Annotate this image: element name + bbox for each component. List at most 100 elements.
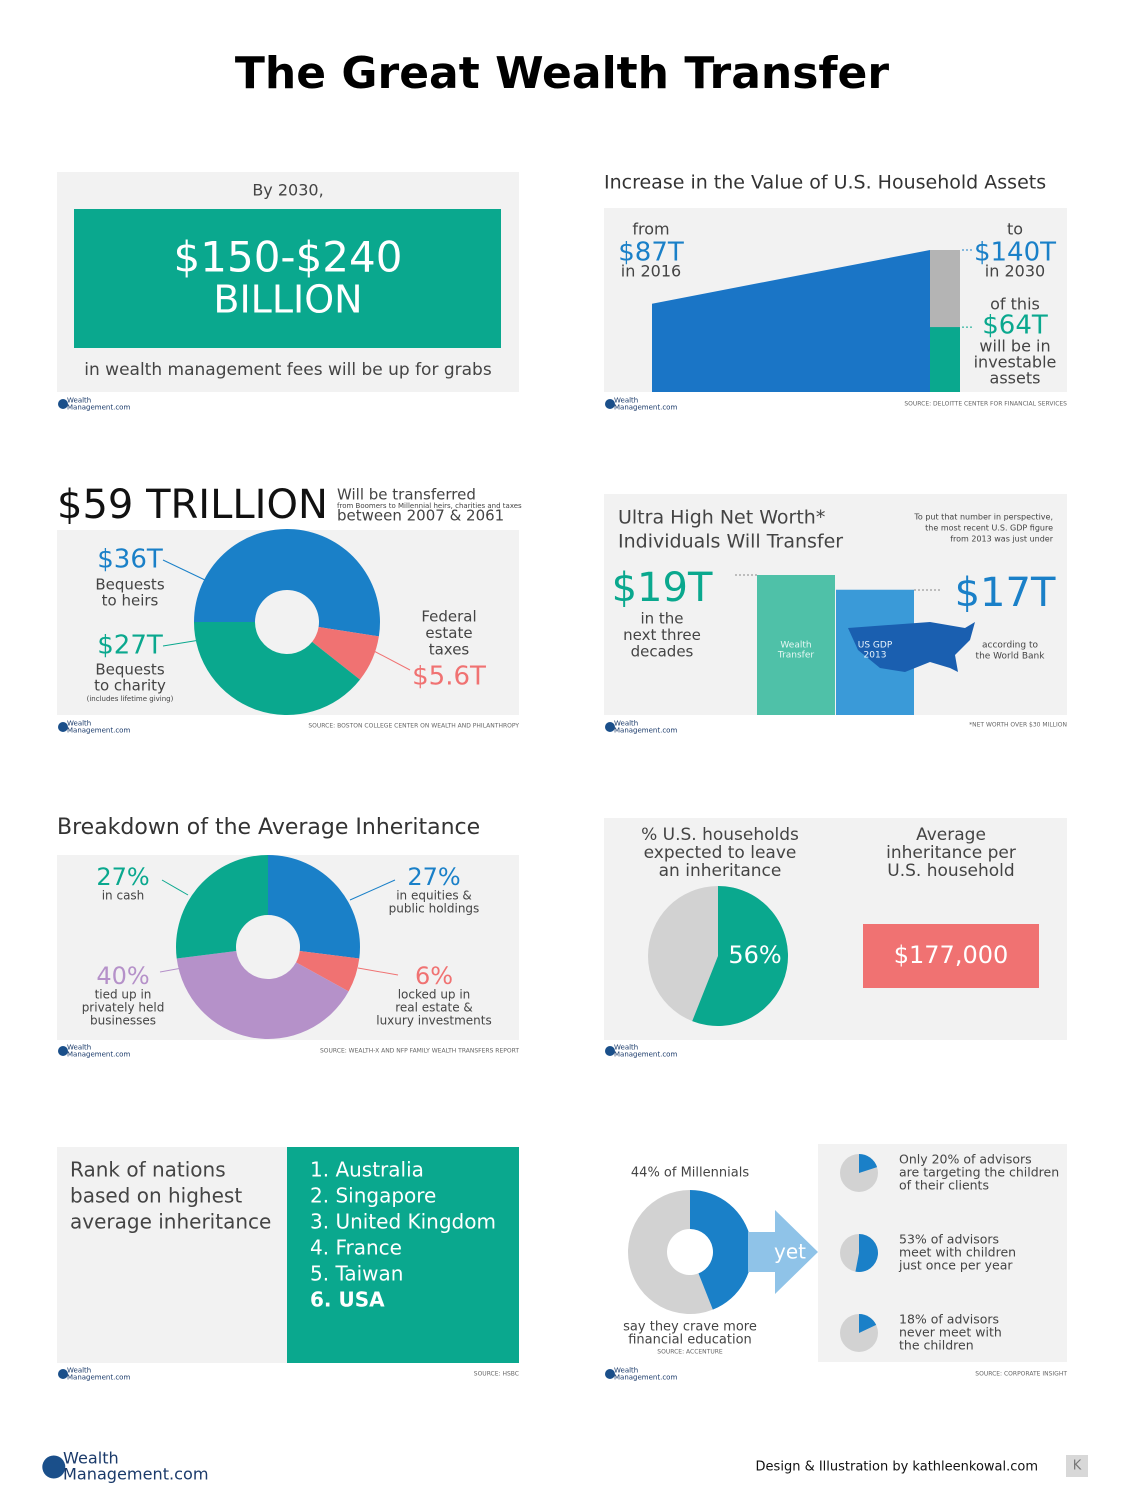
label: Transfer <box>777 651 814 661</box>
bar <box>757 575 835 715</box>
brand-icon <box>605 1046 615 1056</box>
label: SOURCE: HSBC <box>474 1371 519 1378</box>
label: 27% <box>407 863 460 891</box>
value-box <box>863 924 1039 988</box>
label: real estate & <box>395 1001 473 1015</box>
brand-text: Wealth <box>614 1044 638 1052</box>
label: never meet with <box>899 1325 1002 1340</box>
brand-text: Wealth <box>614 1367 638 1375</box>
brand-text: Management.com <box>63 1465 209 1484</box>
label: $140T <box>974 238 1056 268</box>
label: SOURCE: BOSTON COLLEGE CENTER ON WEALTH … <box>308 723 519 730</box>
brand-text: Wealth <box>67 720 91 728</box>
donut-rest <box>627 1190 713 1314</box>
brand-text: Wealth <box>67 1367 91 1375</box>
brand-text: Management.com <box>67 404 130 412</box>
label: SOURCE: CORPORATE INSIGHT <box>975 1371 1067 1378</box>
rank-box <box>287 1147 519 1363</box>
leader <box>371 649 411 671</box>
label: expected to leave <box>644 843 797 863</box>
label: according to <box>982 641 1038 651</box>
label: estate <box>425 624 472 642</box>
label: businesses <box>90 1014 156 1028</box>
brand-text: Wealth <box>614 720 638 728</box>
label: Individuals Will Transfer <box>618 531 843 553</box>
label: decades <box>631 643 694 661</box>
label: 53% of advisors <box>899 1232 999 1247</box>
asset-investable <box>930 327 960 392</box>
label: $5.6T <box>412 662 486 692</box>
label: SOURCE: WEALTH-X AND NFP FAMILY WEALTH T… <box>320 1048 519 1055</box>
label: $150-$240 <box>174 233 403 282</box>
pie-slice <box>268 855 360 959</box>
label: Only 20% of advisors <box>899 1152 1032 1167</box>
label: Design & Illustration by kathleenkowal.c… <box>756 1460 1038 1475</box>
label: Will be transferred <box>337 486 476 504</box>
label: 2013 <box>864 651 887 661</box>
highlight-box <box>74 209 501 348</box>
label: BILLION <box>213 278 362 322</box>
brand-icon <box>605 1369 615 1379</box>
label: 3. United Kingdom <box>310 1210 496 1234</box>
label: Rank of nations <box>70 1158 226 1182</box>
brand-text: Wealth <box>63 1448 119 1467</box>
label: Ultra High Net Worth* <box>618 507 825 529</box>
leader <box>357 967 399 976</box>
brand-icon <box>58 722 68 732</box>
brand-text: Management.com <box>614 727 677 735</box>
label: average inheritance <box>70 1210 271 1234</box>
brand-text: Wealth <box>614 397 638 405</box>
label: $27T <box>97 631 163 661</box>
label: 6% <box>415 962 453 990</box>
label: in 2030 <box>985 262 1045 281</box>
brand-icon <box>42 1455 66 1479</box>
label: 44% of Millennials <box>631 1166 749 1181</box>
brand-text: Management.com <box>614 1374 677 1382</box>
asset-area <box>652 250 930 392</box>
label: Average <box>916 825 986 845</box>
label: $17T <box>955 570 1056 616</box>
label: next three <box>623 626 701 644</box>
label: U.S. household <box>887 861 1014 881</box>
label: to charity <box>94 677 166 695</box>
label: inheritance per <box>886 843 1016 863</box>
brand-icon <box>58 1369 68 1379</box>
label: in cash <box>102 889 145 903</box>
label: 5. Taiwan <box>310 1262 403 1286</box>
label: % U.S. households <box>641 825 799 845</box>
brand-icon <box>58 399 68 409</box>
label: $19T <box>612 565 713 611</box>
label: assets <box>990 369 1041 388</box>
label: 4. France <box>310 1236 402 1260</box>
label: 1. Australia <box>310 1158 424 1182</box>
label: to <box>1007 220 1023 239</box>
label: Increase in the Value of U.S. Household … <box>604 172 1046 194</box>
label: Bequests <box>95 661 164 679</box>
mini-pie-slice <box>859 1154 878 1173</box>
arrow <box>748 1210 818 1294</box>
label: 27% <box>96 863 149 891</box>
label: Wealth <box>780 641 811 651</box>
pie-slice <box>176 855 268 959</box>
label: in wealth management fees will be up for… <box>84 360 492 380</box>
label: the most recent U.S. GDP figure <box>925 524 1053 533</box>
label: (includes lifetime giving) <box>87 695 174 703</box>
leader <box>161 879 189 896</box>
label: say they crave more <box>623 1320 757 1335</box>
brand-icon <box>58 1046 68 1056</box>
pie-slice <box>296 951 360 992</box>
label: Bequests <box>95 576 164 594</box>
label: To put that number in perspective, <box>913 513 1053 522</box>
label: will be in <box>979 337 1050 356</box>
label: $177,000 <box>894 941 1009 969</box>
label: in equities & <box>396 889 472 903</box>
label: $59 TRILLION <box>57 482 328 528</box>
label: By 2030, <box>252 181 323 200</box>
mini-pie-slice <box>855 1234 879 1273</box>
label: just once per year <box>898 1258 1013 1273</box>
label: public holdings <box>389 902 480 916</box>
label: Breakdown of the Average Inheritance <box>57 815 480 840</box>
brand-text: Wealth <box>67 1044 91 1052</box>
label: taxes <box>429 641 470 659</box>
label: investable <box>974 353 1057 372</box>
